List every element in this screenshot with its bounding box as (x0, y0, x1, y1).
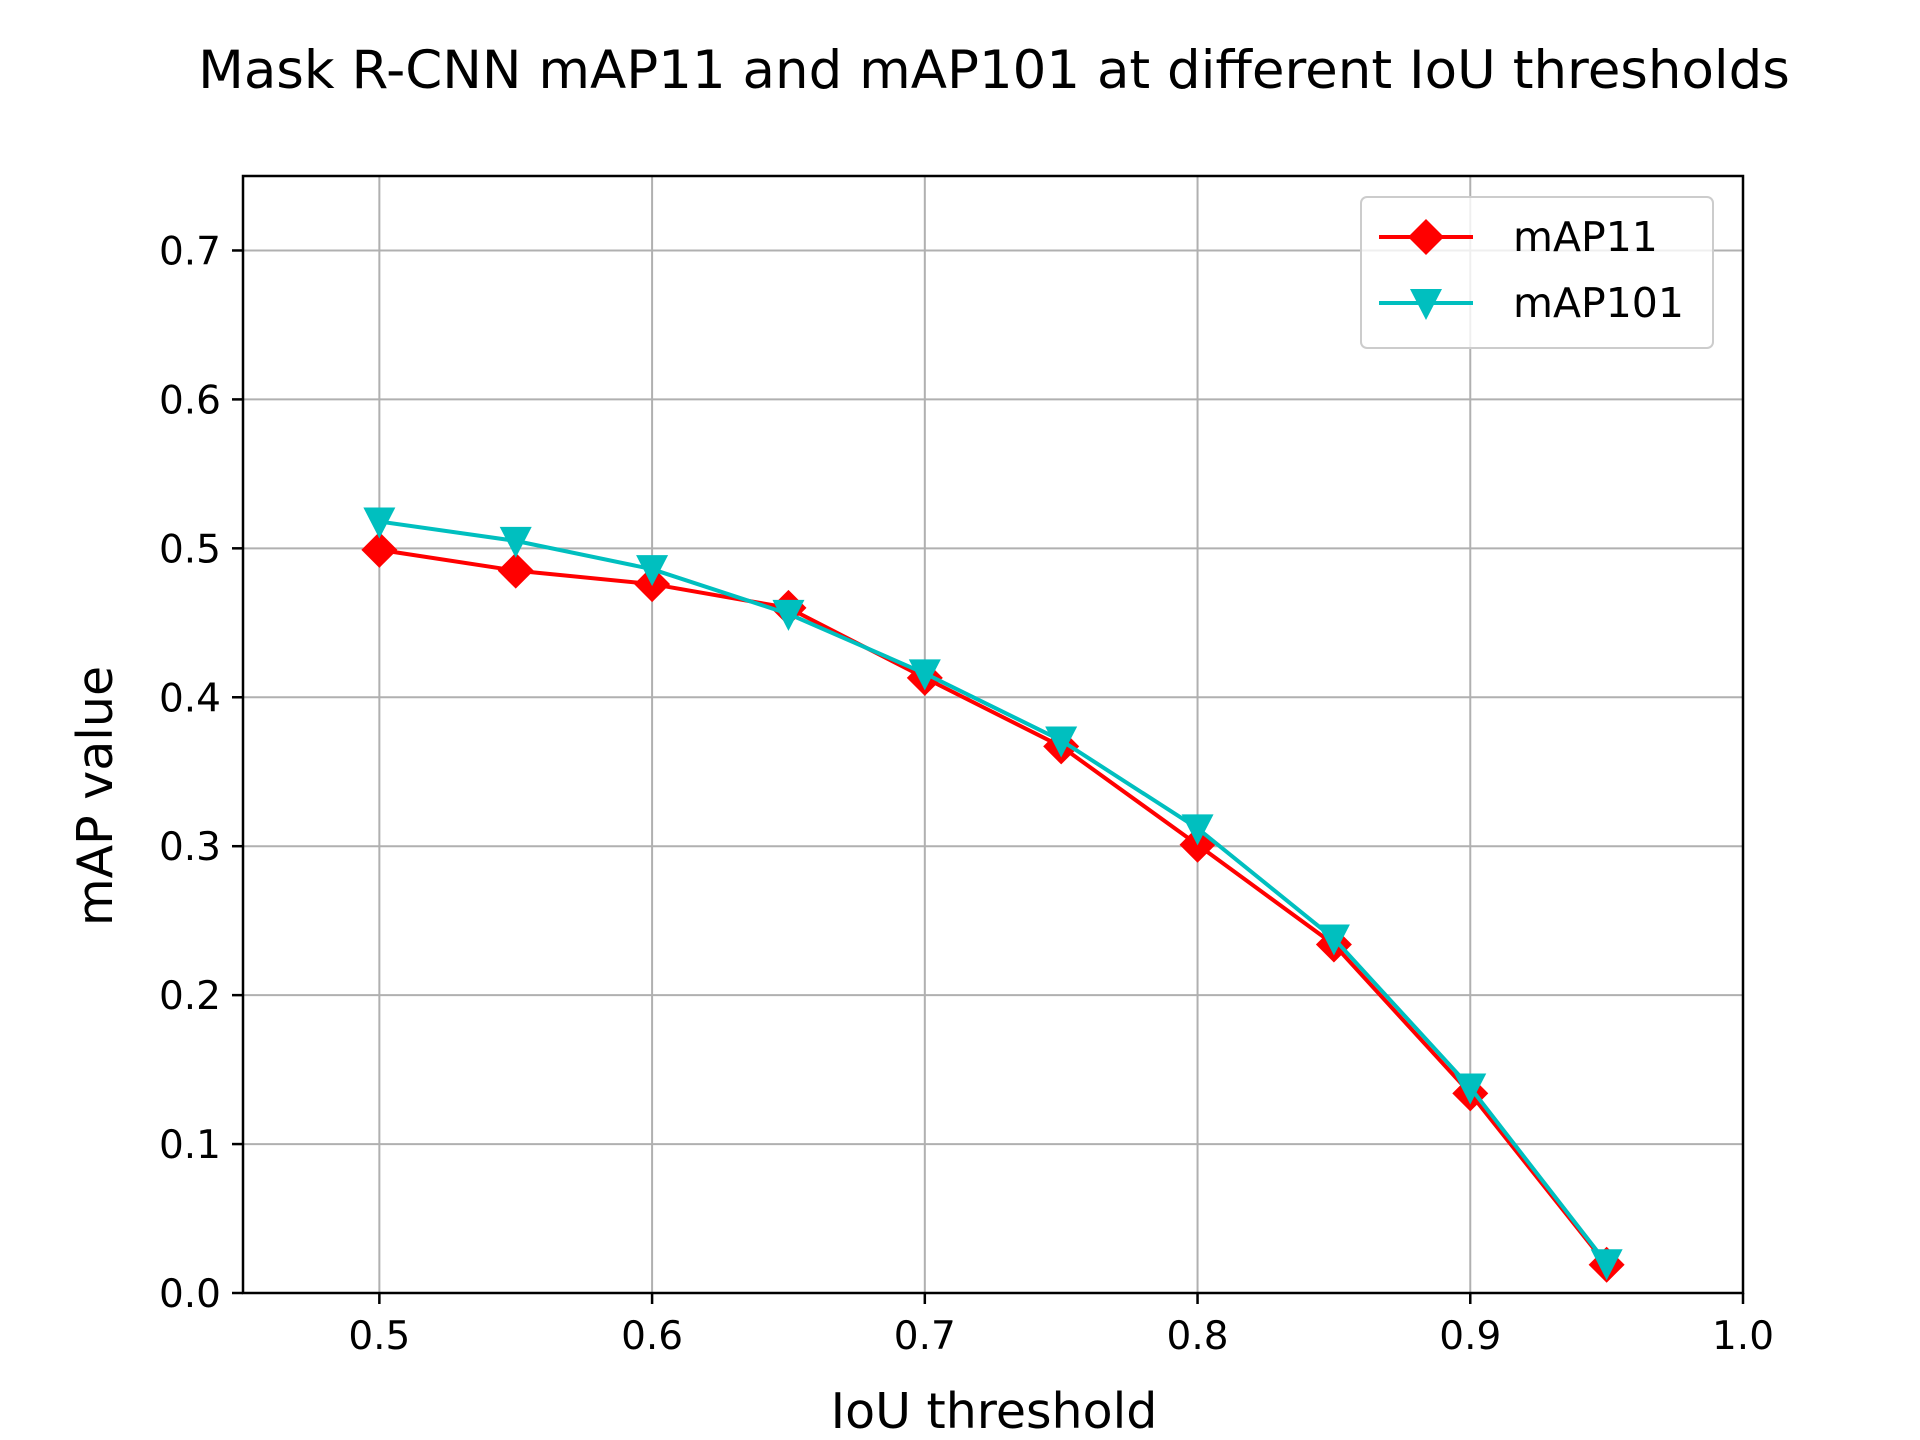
data-point-mAP101 (499, 526, 532, 558)
data-point-mAP101 (636, 555, 669, 587)
y-tick-label: 0.2 (159, 974, 221, 1019)
x-tick-label: 1.0 (1712, 1314, 1774, 1359)
legend-item: mAP101 (1379, 279, 1684, 327)
data-point-mAP101 (1590, 1249, 1623, 1281)
data-point-mAP101 (772, 599, 805, 631)
legend-marker (1410, 289, 1442, 320)
plot-frame (241, 174, 1745, 1295)
x-tick-label: 0.8 (1167, 1314, 1229, 1359)
legend: mAP11 mAP101 (1360, 196, 1714, 349)
legend-label: mAP101 (1513, 279, 1684, 327)
x-tick-label: 0.5 (348, 1314, 410, 1359)
data-point-mAP101 (363, 507, 396, 539)
data-point-mAP101 (1045, 726, 1078, 758)
data-point-mAP11 (361, 531, 398, 568)
y-tick-label: 0.7 (159, 229, 221, 274)
data-point-mAP101 (908, 659, 941, 691)
y-axis-label: mAP value (67, 666, 124, 926)
series-mAP101 (363, 507, 1623, 1281)
y-tick-label: 0.6 (159, 378, 221, 423)
legend-item: mAP11 (1379, 213, 1658, 261)
y-tick-label: 0.3 (159, 825, 221, 870)
data-point-mAP11 (497, 552, 534, 589)
x-tick-label: 0.9 (1439, 1314, 1501, 1359)
x-axis-label: IoU threshold (831, 1383, 1158, 1440)
series-line-mAP11 (379, 547, 1609, 1266)
series-mAP11 (361, 531, 1625, 1283)
series-layer (361, 507, 1625, 1283)
data-point-mAP101 (1454, 1073, 1487, 1105)
y-tick-label: 0.0 (159, 1272, 221, 1317)
y-tick-label: 0.1 (159, 1123, 221, 1168)
y-tick-label: 0.4 (159, 676, 221, 721)
legend-label: mAP11 (1513, 213, 1658, 261)
x-tick-label: 0.7 (894, 1314, 956, 1359)
series-line-mAP101 (379, 519, 1609, 1265)
legend-box (1360, 196, 1714, 349)
chart-title: Mask R-CNN mAP11 and mAP101 at different… (198, 40, 1790, 101)
data-point-mAP101 (1317, 924, 1350, 956)
data-point-mAP101 (1181, 814, 1214, 846)
y-tick-label: 0.5 (159, 527, 221, 572)
legend-marker (1408, 219, 1444, 255)
tick-layer: 0.5 0.6 0.7 0.8 0.9 1.0 0.0 0.1 0.2 0.3 0.4 0.5 0.6 0… (159, 229, 1774, 1359)
x-tick-label: 0.6 (621, 1314, 683, 1359)
